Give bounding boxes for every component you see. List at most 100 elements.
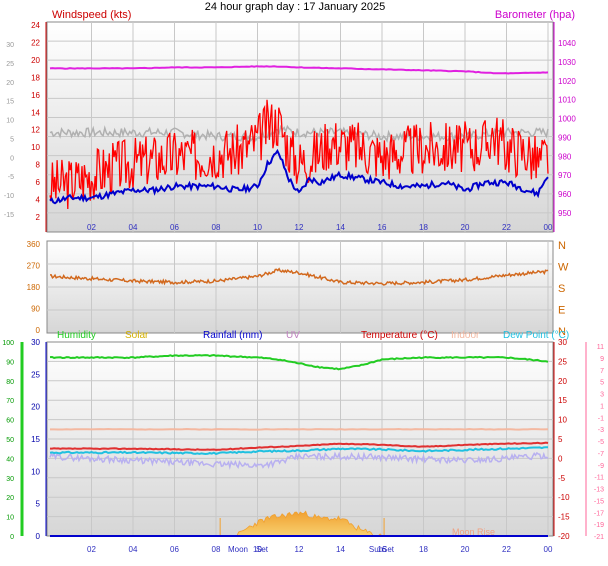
windspeed-tick-label: 10 bbox=[31, 143, 40, 152]
secondary-tick-label: 10 bbox=[6, 118, 14, 125]
windspeed-tick-label: 4 bbox=[36, 196, 41, 205]
secondary-temp-tick-label: -17 bbox=[594, 510, 604, 517]
x-tick-label: 22 bbox=[502, 223, 511, 232]
average-wind-series-line bbox=[49, 148, 549, 205]
x-tick-label: 10 bbox=[253, 223, 262, 232]
barometer-tick-label: 970 bbox=[558, 171, 572, 180]
x-tick-label: 10 bbox=[253, 545, 262, 554]
solar-series-area bbox=[236, 510, 383, 537]
secondary-temp-tick-label: -7 bbox=[598, 451, 604, 458]
secondary-tick-label: 15 bbox=[6, 99, 14, 106]
windspeed-tick-label: 14 bbox=[31, 108, 40, 117]
temperature-tick-label: -5 bbox=[558, 474, 566, 483]
direction-tick-label: 180 bbox=[27, 283, 41, 292]
windspeed-tick-label: 18 bbox=[31, 73, 40, 82]
secondary-temp-tick-label: 11 bbox=[597, 344, 604, 351]
x-tick-label: 16 bbox=[378, 223, 387, 232]
temperature-tick-label: 20 bbox=[558, 377, 567, 386]
sun-moon-annotation: Moon bbox=[228, 545, 248, 554]
rain-tick-label: 20 bbox=[31, 403, 40, 412]
secondary-tick-label: -10 bbox=[4, 193, 14, 200]
barometer-tick-label: 1040 bbox=[558, 39, 576, 48]
rain-tick-label: 5 bbox=[36, 500, 41, 509]
temp-panel-axes: 1009080706050403020100302520151050302520… bbox=[2, 338, 604, 554]
windspeed-tick-label: 22 bbox=[31, 38, 40, 47]
direction-tick-label: 360 bbox=[27, 240, 41, 249]
windspeed-tick-label: 8 bbox=[36, 161, 41, 170]
windspeed-tick-label: 2 bbox=[36, 213, 41, 222]
x-tick-label: 04 bbox=[129, 223, 138, 232]
barometer-tick-label: 990 bbox=[558, 133, 572, 142]
sun-moon-annotation: Set bbox=[382, 545, 395, 554]
barometer-tick-label: 960 bbox=[558, 190, 572, 199]
x-tick-label: 14 bbox=[336, 223, 345, 232]
moon-rise-label: Moon Rise bbox=[452, 527, 495, 537]
wind-direction-series-line bbox=[50, 267, 549, 286]
secondary-temp-tick-label: -15 bbox=[594, 498, 604, 505]
direction-tick-label: 90 bbox=[31, 305, 40, 314]
compass-tick-label: E bbox=[558, 305, 565, 317]
x-tick-label: 06 bbox=[170, 545, 179, 554]
humidity-tick-label: 60 bbox=[6, 418, 14, 425]
windspeed-tick-label: 16 bbox=[31, 91, 40, 100]
direction-tick-label: 0 bbox=[36, 326, 41, 335]
uv-series-line bbox=[49, 451, 549, 471]
temperature-tick-label: 25 bbox=[558, 357, 567, 366]
x-tick-label: 20 bbox=[461, 223, 470, 232]
x-tick-label: 06 bbox=[170, 223, 179, 232]
secondary-tick-label: 20 bbox=[6, 80, 14, 87]
humidity-tick-label: 0 bbox=[10, 534, 14, 541]
compass-tick-label: N bbox=[558, 240, 566, 252]
direction-panel-grid bbox=[47, 241, 553, 333]
secondary-temp-tick-label: 9 bbox=[600, 356, 604, 363]
secondary-temp-tick-label: 5 bbox=[600, 380, 604, 387]
temp-panel-grid bbox=[47, 342, 553, 536]
temperature-tick-label: -20 bbox=[558, 532, 570, 541]
secondary-temp-tick-label: 3 bbox=[600, 392, 604, 399]
barometer-series-line bbox=[49, 65, 549, 75]
humidity-tick-label: 10 bbox=[6, 515, 14, 522]
temperature-humidity-panel: Humidity Solar Rainfall (mm) UV Temperature … bbox=[2, 330, 604, 554]
barometer-tick-label: 1020 bbox=[558, 77, 576, 86]
legend-item: Indoor bbox=[451, 330, 480, 341]
wind-panel-bg bbox=[46, 21, 554, 233]
legend-item: Rainfall (mm) bbox=[203, 330, 262, 341]
barometer-tick-label: 1030 bbox=[558, 58, 576, 67]
legend-item: Dew Point (°C) bbox=[503, 330, 569, 341]
temperature-tick-label: 5 bbox=[558, 435, 563, 444]
windspeed-tick-label: 6 bbox=[36, 178, 41, 187]
x-tick-label: 12 bbox=[295, 545, 304, 554]
temp-panel-series bbox=[49, 353, 549, 537]
chart-title: 24 hour graph day : 17 January 2025 bbox=[205, 1, 385, 13]
x-tick-label: 18 bbox=[419, 223, 428, 232]
sun-moon-annotation: Set bbox=[256, 545, 269, 554]
humidity-tick-label: 70 bbox=[6, 398, 14, 405]
barometer-tick-label: 950 bbox=[558, 209, 572, 218]
rain-tick-label: 15 bbox=[31, 435, 40, 444]
rain-tick-label: 10 bbox=[31, 467, 40, 476]
wind-panel-axes: 24 22 20 18 16 14 12 10 8 6 4 2 30 25 20 15 10 5 0 -5 -10 -15… bbox=[4, 21, 576, 232]
x-tick-label: 18 bbox=[419, 545, 428, 554]
x-tick-label: 20 bbox=[461, 545, 470, 554]
x-tick-label: 08 bbox=[212, 223, 221, 232]
x-tick-label: 08 bbox=[212, 545, 221, 554]
indoor-series-line bbox=[50, 427, 549, 431]
secondary-temp-tick-label: 1 bbox=[600, 403, 604, 410]
x-tick-label: 00 bbox=[544, 223, 553, 232]
compass-tick-label: S bbox=[558, 283, 565, 295]
humidity-series-line bbox=[49, 353, 549, 371]
gust-series-line bbox=[49, 124, 549, 144]
secondary-temp-tick-label: -3 bbox=[598, 427, 604, 434]
barometer-axis-label: Barometer (hpa) bbox=[495, 9, 575, 21]
dewpoint-series-line bbox=[49, 446, 548, 456]
x-tick-label: 02 bbox=[87, 223, 96, 232]
x-tick-label: 16 bbox=[378, 545, 387, 554]
x-tick-label: 22 bbox=[502, 545, 511, 554]
temperature-tick-label: -10 bbox=[558, 493, 570, 502]
humidity-tick-label: 30 bbox=[6, 476, 14, 483]
temp-panel-legend: Humidity Solar Rainfall (mm) UV Temperature … bbox=[57, 330, 569, 341]
